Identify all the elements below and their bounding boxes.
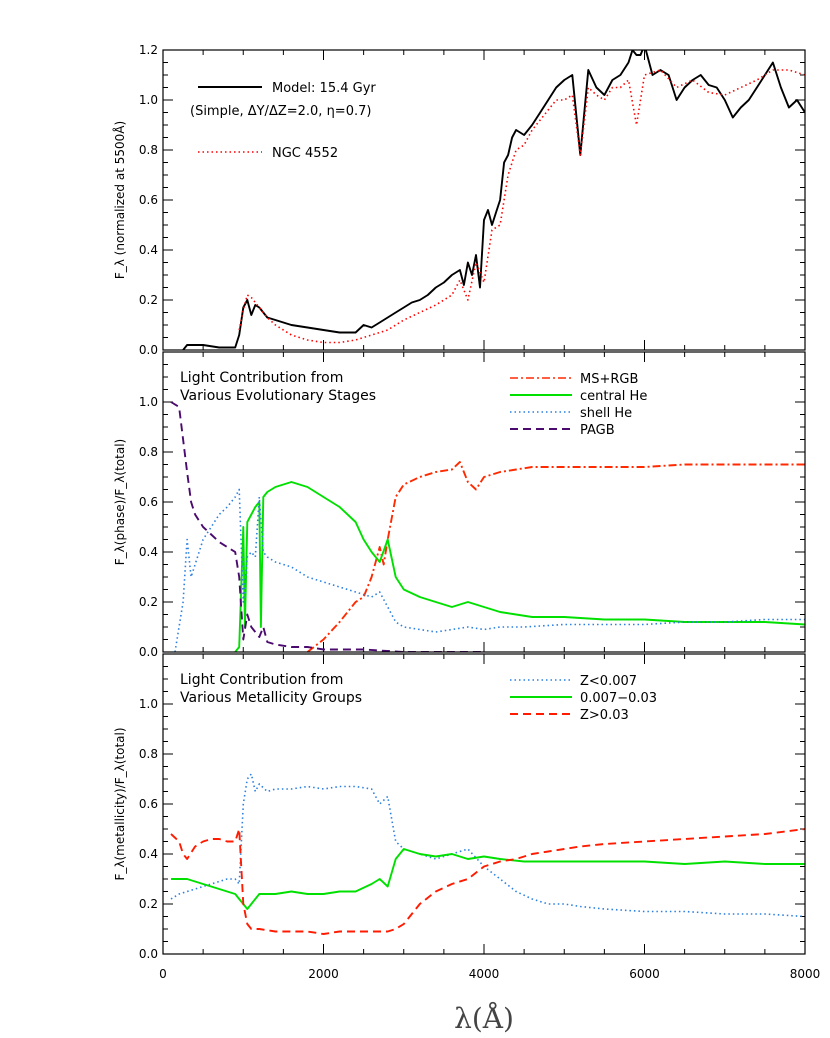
legend-label-model: Model: 15.4 Gyr	[272, 81, 376, 96]
series-line-central-he	[234, 481, 805, 652]
y-tick-label: 0.0	[139, 343, 158, 357]
panel-phase-legend: MS+RGB central He shell He PAGB	[510, 372, 647, 438]
series-line-0-007-0-03	[171, 848, 805, 910]
panel-metallicity-title-line-1: Light Contribution from	[180, 672, 343, 688]
legend-label-ms-rgb: MS+RGB	[580, 372, 638, 387]
panel-spectrum: 0.0 0.2 0.4 0.6 0.8 1.0 1.2 F_λ (normalized at…	[112, 43, 806, 357]
y-tick-label: 0.8	[139, 445, 158, 459]
x-axis-label: λ(Å)	[454, 1002, 514, 1035]
series-line-ms-rgb	[306, 461, 805, 652]
panel-metallicity-xtick-labels: 0 2000 4000 6000 8000	[159, 967, 820, 981]
y-tick-label: 1.0	[139, 395, 158, 409]
x-tick-label: 4000	[469, 967, 500, 981]
series-line-z-0-007	[170, 773, 805, 918]
y-tick-label: 0.8	[139, 747, 158, 761]
panel-metallicity: 0.0 0.2 0.4 0.6 0.8 1.0 0 2000 4000 6000 8000 F_λ…	[113, 653, 820, 1035]
x-tick-label: 2000	[308, 967, 339, 981]
panel-metallicity-ytick-labels: 0.0 0.2 0.4 0.6 0.8 1.0	[139, 697, 158, 961]
panel-phase-series	[170, 401, 805, 652]
legend-label-ngc: NGC 4552	[272, 146, 338, 161]
y-tick-label: 0.2	[139, 293, 158, 307]
panel-phase-frame	[162, 351, 806, 653]
panel-phase-ytick-labels: 0.0 0.2 0.4 0.6 0.8 1.0	[139, 395, 158, 659]
x-tick-label: 6000	[629, 967, 660, 981]
legend-label-central-he: central He	[580, 389, 647, 404]
panel-phase-title-line-1: Light Contribution from	[180, 370, 343, 386]
x-tick-label: 8000	[790, 967, 821, 981]
y-tick-label: 0.0	[139, 947, 158, 961]
y-tick-label: 0.8	[139, 143, 158, 157]
panel-metallicity-legend: Z<0.007 0.007−0.03 Z>0.03	[510, 674, 657, 723]
legend-label-low-z: Z<0.007	[580, 674, 637, 689]
y-tick-label: 0.2	[139, 897, 158, 911]
series-line-shell-he	[174, 488, 805, 652]
panel-spectrum-ylabel: F_λ (normalized at 5500Å)	[112, 121, 127, 279]
x-tick-label: 0	[159, 967, 167, 981]
panel-metallicity-ylabel: F_λ(metallicity)/F_λ(total)	[113, 727, 127, 880]
y-tick-label: 0.4	[139, 545, 158, 559]
y-tick-label: 1.0	[139, 697, 158, 711]
panel-phase-ylabel: F_λ(phase)/F_λ(total)	[113, 439, 127, 565]
y-tick-label: 0.6	[139, 193, 158, 207]
panel-phase-title-line-2: Various Evolutionary Stages	[180, 388, 376, 404]
panel-metallicity-title-line-2: Various Metallicity Groups	[180, 690, 362, 706]
y-tick-label: 0.6	[139, 495, 158, 509]
y-tick-label: 1.2	[139, 43, 158, 57]
series-line-z-0-03	[170, 828, 805, 935]
legend-label-pagb: PAGB	[580, 423, 615, 438]
series-line-pagb	[170, 401, 484, 652]
panel-spectrum-ytick-labels: 0.0 0.2 0.4 0.6 0.8 1.0 1.2	[139, 43, 158, 357]
y-tick-label: 1.0	[139, 93, 158, 107]
panel-spectrum-legend: Model: 15.4 Gyr (Simple, ΔY/ΔZ=2.0, η=0.…	[190, 81, 376, 161]
y-tick-label: 0.2	[139, 595, 158, 609]
panel-spectrum-series	[182, 50, 805, 350]
panel-spectrum-frame	[162, 49, 806, 351]
panel-spectrum-ticks	[162, 49, 806, 351]
legend-label-shell-he: shell He	[580, 406, 632, 421]
y-tick-label: 0.4	[139, 847, 158, 861]
legend-label-mid-z: 0.007−0.03	[580, 691, 657, 706]
panel-metallicity-frame	[162, 653, 806, 955]
panel-phase: 0.0 0.2 0.4 0.6 0.8 1.0 F_λ(phase)/F_λ(total)…	[113, 351, 806, 659]
y-tick-label: 0.4	[139, 243, 158, 257]
panel-metallicity-ticks	[162, 653, 806, 955]
y-tick-label: 0.0	[139, 645, 158, 659]
panel-metallicity-series	[170, 773, 805, 935]
legend-label-model-params: (Simple, ΔY/ΔZ=2.0, η=0.7)	[190, 104, 371, 119]
series-line-model-15-4-gyr	[182, 50, 805, 350]
y-tick-label: 0.6	[139, 797, 158, 811]
legend-label-high-z: Z>0.03	[580, 708, 629, 723]
